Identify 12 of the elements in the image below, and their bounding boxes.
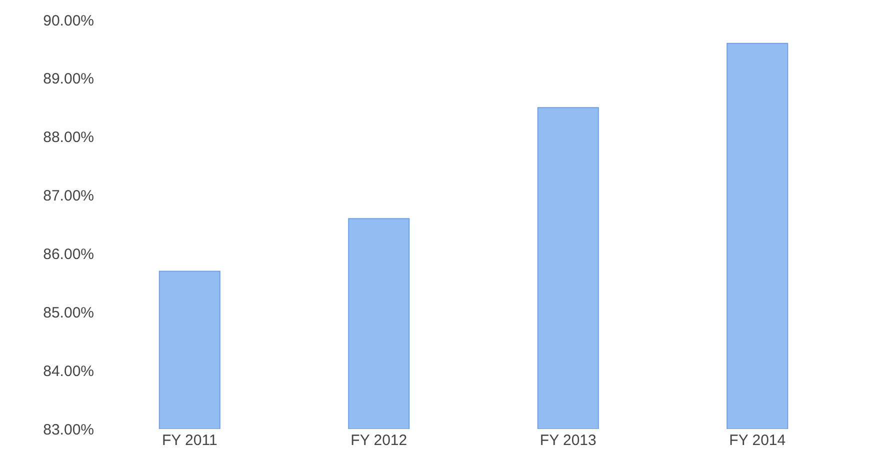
x-tick-label: FY 2014 (729, 432, 786, 449)
y-tick-label: 83.00% (43, 421, 94, 438)
y-tick-label: 84.00% (43, 362, 94, 380)
y-tick-label: 88.00% (43, 129, 94, 146)
x-tick-label: FY 2013 (540, 432, 596, 449)
y-tick-label: 86.00% (43, 246, 94, 263)
y-tick-label: 90.00% (43, 12, 94, 30)
y-tick-label: 87.00% (43, 188, 94, 205)
x-tick-label: FY 2012 (350, 432, 408, 449)
y-tick-label: 85.00% (43, 304, 94, 322)
x-tick-label: FY 2011 (162, 432, 218, 449)
y-tick-label: 89.00% (43, 70, 94, 88)
